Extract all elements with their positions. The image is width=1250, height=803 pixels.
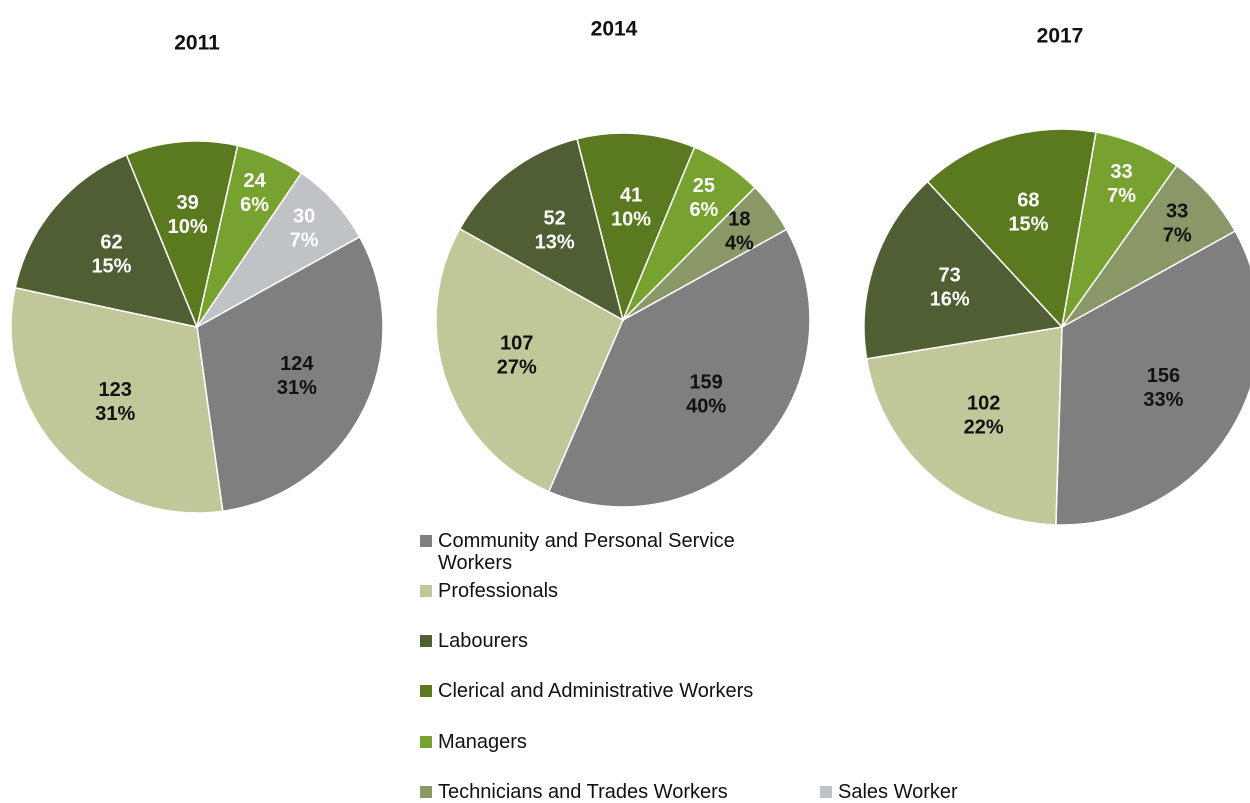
pie-slice [458,137,625,322]
data-label-percent: 31% [277,377,317,399]
data-label: 102 [967,393,1000,415]
data-label: 24 [243,170,266,192]
legend-swatch [420,535,432,547]
data-label-percent: 15% [1008,213,1048,235]
pie-slice [622,186,788,321]
data-label: 33 [1166,200,1188,222]
pie-slice [14,153,199,329]
pie-slice [10,286,224,514]
pie-slice [196,235,384,513]
data-label: 156 [1147,365,1180,387]
legend-label: Professionals [438,580,559,602]
data-label-percent: 7% [290,229,319,251]
chart-title: 2014 [591,18,638,41]
data-label-percent: 22% [964,417,1004,439]
data-label: 52 [544,207,566,229]
data-label: 39 [176,192,198,214]
data-label-percent: 7% [1163,224,1192,246]
data-label: 30 [293,205,315,227]
data-label-percent: 31% [95,403,135,425]
legend-label: Clerical and Administrative Workers [438,680,754,702]
data-label-percent: 33% [1143,389,1183,411]
data-label: 41 [620,184,642,206]
legend-label: Sales Worker [838,781,958,803]
pie-slice [1061,164,1237,328]
legend-item: Sales Worker [820,781,1240,803]
data-label: 159 [689,372,722,394]
legend-item: Technicians and Trades Workers [420,781,840,803]
data-label-percent: 27% [497,356,537,378]
legend-label: Community and Personal Service Workers [438,530,735,574]
data-label: 18 [728,208,750,230]
legend-label: Technicians and Trades Workers [438,781,728,803]
data-label: 73 [939,265,961,287]
legend-swatch [420,685,432,697]
pie-slice [1055,229,1250,526]
data-label: 68 [1017,189,1039,211]
legend-label: Labourers [438,630,529,652]
data-label-percent: 40% [686,396,726,418]
legend-item: Community and Personal Service Workers [420,530,790,574]
legend-item: Managers [420,731,840,753]
legend-swatch [420,786,432,798]
data-label: 62 [100,232,122,254]
legend-swatch [420,585,432,597]
data-label: 107 [500,332,533,354]
pie-slice [863,180,1064,360]
data-label-percent: 10% [611,208,651,230]
pie-slice [125,140,239,330]
data-label-percent: 13% [535,231,575,253]
legend-item: Clerical and Administrative Workers [420,680,840,702]
pie-slice [196,172,361,328]
pie-slice [926,128,1097,329]
pie-slice [865,326,1063,526]
data-label-percent: 6% [689,199,718,221]
data-label: 33 [1110,161,1132,183]
legend-swatch [420,635,432,647]
legend-item: Professionals [420,580,840,602]
legend-item: Labourers [420,630,840,652]
data-label: 123 [99,379,132,401]
data-label-percent: 4% [725,232,754,254]
data-label-percent: 6% [240,194,269,216]
legend-swatch [420,736,432,748]
data-label-percent: 15% [91,256,131,278]
legend-label: Managers [438,731,527,753]
data-label-percent: 7% [1107,185,1136,207]
data-label: 25 [693,175,715,197]
chart-title: 2011 [174,32,220,55]
data-label: 124 [280,353,314,375]
legend-swatch [820,786,832,798]
pie-slice [547,228,811,508]
chart-title: 2017 [1037,25,1084,48]
data-label-percent: 16% [930,289,970,311]
data-label-percent: 10% [168,216,208,238]
pie-slice [576,132,696,323]
